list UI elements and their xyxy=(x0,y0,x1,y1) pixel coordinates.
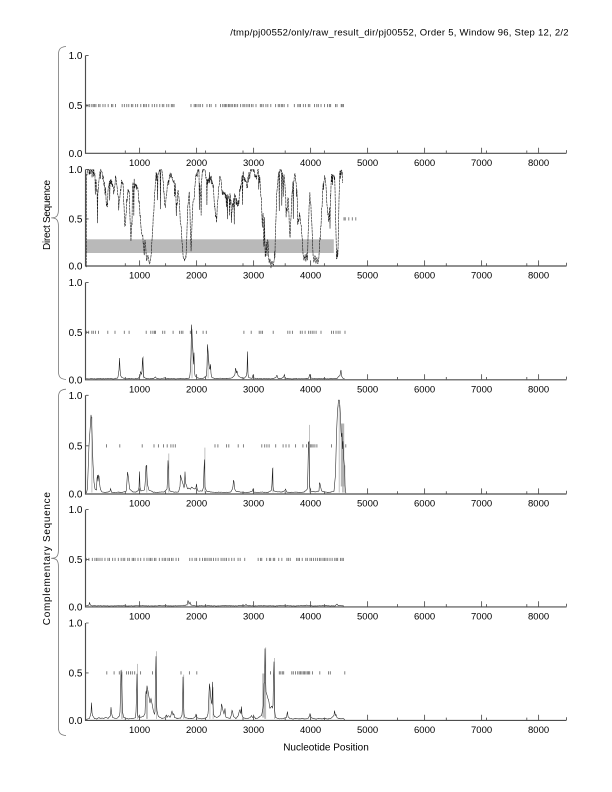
svg-text:5000: 5000 xyxy=(357,612,378,623)
svg-text:7000: 7000 xyxy=(471,725,492,736)
svg-text:4000: 4000 xyxy=(300,612,321,623)
svg-text:1.0: 1.0 xyxy=(69,391,83,402)
svg-text:3000: 3000 xyxy=(243,384,264,395)
svg-text:0.5: 0.5 xyxy=(69,555,83,566)
svg-text:1000: 1000 xyxy=(129,725,150,736)
svg-text:1000: 1000 xyxy=(129,271,150,282)
svg-text:5000: 5000 xyxy=(357,499,378,510)
svg-text:8000: 8000 xyxy=(528,612,549,623)
svg-text:6000: 6000 xyxy=(414,499,435,510)
svg-text:8000: 8000 xyxy=(528,271,549,282)
svg-text:6000: 6000 xyxy=(414,384,435,395)
svg-text:0.0: 0.0 xyxy=(69,602,83,613)
svg-text:0.0: 0.0 xyxy=(69,490,83,501)
svg-text:0.5: 0.5 xyxy=(69,668,83,679)
svg-text:6000: 6000 xyxy=(414,158,435,169)
svg-text:3000: 3000 xyxy=(243,158,264,169)
svg-text:5000: 5000 xyxy=(357,158,378,169)
svg-text:7000: 7000 xyxy=(471,612,492,623)
svg-text:4000: 4000 xyxy=(300,158,321,169)
svg-text:3000: 3000 xyxy=(243,271,264,282)
svg-text:1.0: 1.0 xyxy=(69,51,83,62)
svg-text:0.0: 0.0 xyxy=(69,375,83,386)
svg-text:7000: 7000 xyxy=(471,158,492,169)
svg-text:0.0: 0.0 xyxy=(69,716,83,727)
svg-text:6000: 6000 xyxy=(414,725,435,736)
svg-text:1000: 1000 xyxy=(129,499,150,510)
svg-text:1.0: 1.0 xyxy=(69,165,83,176)
svg-text:7000: 7000 xyxy=(471,499,492,510)
svg-text:1000: 1000 xyxy=(129,384,150,395)
svg-text:2000: 2000 xyxy=(186,725,207,736)
svg-text:1.0: 1.0 xyxy=(69,278,83,289)
svg-text:0.0: 0.0 xyxy=(69,262,83,273)
svg-text:4000: 4000 xyxy=(300,271,321,282)
svg-text:0.5: 0.5 xyxy=(69,214,83,225)
svg-text:4000: 4000 xyxy=(300,384,321,395)
svg-text:8000: 8000 xyxy=(528,725,549,736)
svg-text:Nucleotide Position: Nucleotide Position xyxy=(283,742,369,753)
svg-text:3000: 3000 xyxy=(243,612,264,623)
svg-text:2000: 2000 xyxy=(186,384,207,395)
svg-text:1000: 1000 xyxy=(129,158,150,169)
svg-text:2000: 2000 xyxy=(186,158,207,169)
svg-text:8000: 8000 xyxy=(528,384,549,395)
svg-text:2000: 2000 xyxy=(186,612,207,623)
svg-text:3000: 3000 xyxy=(243,725,264,736)
svg-text:2000: 2000 xyxy=(186,271,207,282)
svg-text:/tmp/pj00552/only/raw_result_d: /tmp/pj00552/only/raw_result_dir/pj00552… xyxy=(230,28,569,39)
svg-text:0.5: 0.5 xyxy=(69,441,83,452)
svg-text:0.0: 0.0 xyxy=(69,149,83,160)
svg-text:7000: 7000 xyxy=(471,384,492,395)
svg-text:4000: 4000 xyxy=(300,725,321,736)
svg-text:Complementary Sequence: Complementary Sequence xyxy=(42,491,53,625)
svg-text:1000: 1000 xyxy=(129,612,150,623)
svg-text:0.5: 0.5 xyxy=(69,328,83,339)
svg-text:5000: 5000 xyxy=(357,384,378,395)
svg-text:5000: 5000 xyxy=(357,725,378,736)
svg-text:4000: 4000 xyxy=(300,499,321,510)
svg-text:7000: 7000 xyxy=(471,271,492,282)
svg-text:8000: 8000 xyxy=(528,158,549,169)
svg-text:1.0: 1.0 xyxy=(69,619,83,630)
svg-text:Direct Sequence: Direct Sequence xyxy=(42,180,53,250)
svg-text:6000: 6000 xyxy=(414,612,435,623)
svg-text:8000: 8000 xyxy=(528,499,549,510)
svg-text:1.0: 1.0 xyxy=(69,505,83,516)
svg-text:3000: 3000 xyxy=(243,499,264,510)
svg-text:5000: 5000 xyxy=(357,271,378,282)
svg-text:2000: 2000 xyxy=(186,499,207,510)
svg-text:6000: 6000 xyxy=(414,271,435,282)
svg-text:0.5: 0.5 xyxy=(69,101,83,112)
